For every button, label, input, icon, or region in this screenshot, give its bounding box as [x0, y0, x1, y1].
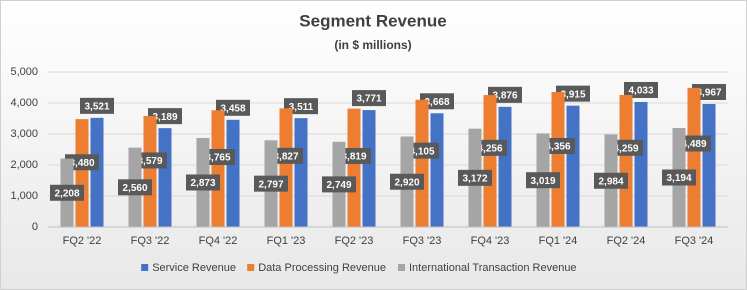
- data-label-box: [80, 97, 114, 114]
- data-label: 3,579: [137, 156, 162, 167]
- data-label: 2,873: [190, 178, 215, 189]
- data-label: 3,765: [205, 153, 230, 164]
- data-label: 3,967: [696, 88, 721, 99]
- bar: [279, 108, 293, 227]
- legend-swatch: [398, 264, 405, 271]
- x-tick-label: FQ2 '23: [335, 235, 374, 247]
- data-label: 3,915: [560, 89, 585, 100]
- bar: [90, 117, 104, 227]
- data-label-box: [458, 169, 492, 186]
- data-label: 2,984: [598, 176, 623, 187]
- data-label: 3,819: [341, 152, 366, 163]
- x-tick-label: FQ3 '22: [131, 235, 170, 247]
- legend-label: International Transaction Revenue: [409, 262, 577, 274]
- bar: [498, 106, 512, 227]
- bar: [294, 118, 308, 227]
- chart-subtitle: (in $ millions): [334, 38, 411, 52]
- x-tick-label: FQ3 '23: [403, 235, 442, 247]
- bar: [158, 128, 172, 227]
- bar: [634, 101, 648, 227]
- y-tick-label: 0: [32, 221, 38, 233]
- bar: [619, 94, 633, 227]
- bar: [415, 99, 429, 227]
- chart-title: Segment Revenue: [299, 11, 446, 30]
- y-tick-label: 4,000: [10, 97, 38, 109]
- data-label-box: [624, 81, 658, 98]
- data-label: 3,194: [666, 173, 691, 184]
- x-tick-label: FQ4 '22: [199, 235, 238, 247]
- x-tick-label: FQ2 '22: [63, 235, 102, 247]
- data-label: 2,920: [394, 177, 419, 188]
- data-label-box: [662, 169, 696, 186]
- bar: [75, 119, 89, 227]
- data-label-box: [254, 175, 288, 192]
- y-tick-label: 1,000: [10, 190, 38, 202]
- data-label-box: [50, 184, 84, 201]
- data-label-box: [352, 90, 386, 107]
- bar: [362, 110, 376, 227]
- data-label: 2,560: [122, 183, 147, 194]
- data-label-box: [322, 176, 356, 193]
- x-tick-label: FQ3 '24: [675, 235, 714, 247]
- y-tick-label: 2,000: [10, 159, 38, 171]
- data-label-box: [390, 173, 424, 190]
- y-tick-label: 5,000: [10, 66, 38, 78]
- data-label: 3,668: [424, 97, 449, 108]
- bar: [687, 87, 701, 227]
- bar: [226, 119, 240, 227]
- legend-swatch: [247, 264, 255, 271]
- y-tick-label: 3,000: [10, 128, 38, 140]
- data-label: 3,876: [492, 90, 517, 101]
- x-tick-label: FQ4 '23: [471, 235, 510, 247]
- data-label: 4,259: [613, 143, 638, 154]
- bar: [702, 104, 716, 227]
- legend-label: Data Processing Revenue: [258, 262, 386, 274]
- data-label: 3,019: [530, 176, 555, 187]
- bar: [143, 116, 157, 227]
- x-tick-label: FQ2 '24: [607, 235, 646, 247]
- data-label: 4,033: [628, 86, 653, 97]
- x-tick-label: FQ1 '24: [539, 235, 578, 247]
- data-label: 3,511: [289, 102, 314, 113]
- data-label: 3,771: [356, 94, 381, 105]
- data-label: 4,489: [681, 139, 706, 150]
- bar: [430, 113, 444, 227]
- data-label-box: [526, 172, 560, 189]
- data-label-box: [118, 179, 152, 196]
- data-label: 3,827: [273, 151, 298, 162]
- data-label: 4,356: [545, 142, 570, 153]
- legend-swatch: [141, 264, 149, 271]
- bar: [211, 110, 225, 227]
- data-label: 4,256: [477, 143, 502, 154]
- x-tick-label: FQ1 '23: [267, 235, 306, 247]
- bar: [551, 91, 565, 228]
- data-label: 3,480: [69, 158, 94, 169]
- data-label: 2,208: [54, 188, 79, 199]
- data-label-box: [594, 172, 628, 189]
- data-label: 2,797: [258, 179, 283, 190]
- data-label-box: [186, 174, 220, 191]
- bar: [566, 105, 580, 227]
- data-label: 3,189: [152, 112, 177, 123]
- data-label: 4,105: [409, 146, 434, 157]
- data-label: 3,172: [462, 173, 487, 184]
- legend-label: Service Revenue: [152, 262, 236, 274]
- data-label: 3,521: [84, 101, 109, 112]
- data-label: 3,458: [220, 103, 245, 114]
- bar: [483, 95, 497, 228]
- bar: [347, 108, 361, 227]
- data-label: 2,749: [326, 180, 351, 191]
